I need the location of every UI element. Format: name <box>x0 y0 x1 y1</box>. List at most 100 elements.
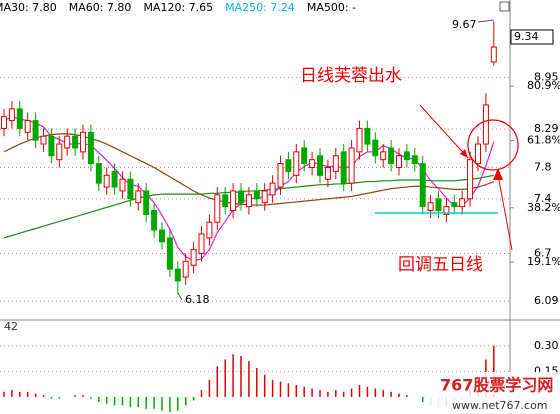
candle-body <box>459 198 466 208</box>
candle-body <box>16 108 23 129</box>
candle-body <box>467 159 474 200</box>
arrow <box>419 104 469 159</box>
candle-body <box>174 268 181 282</box>
candle-body <box>411 155 418 165</box>
candle-body <box>356 127 363 153</box>
candle-body <box>159 229 165 243</box>
candle-body <box>388 147 395 165</box>
candle-body <box>198 233 205 255</box>
price-tag-box <box>510 29 554 45</box>
annotation: 日线芙蓉出水 <box>300 66 402 86</box>
candle-body <box>380 151 387 161</box>
header-item: MA120: 7.65 <box>143 1 213 14</box>
candle-body <box>190 249 197 266</box>
candle-body <box>348 147 355 184</box>
candle-body <box>8 108 15 122</box>
candle-body <box>309 159 316 169</box>
candle-body <box>451 202 458 208</box>
candle-body <box>95 163 102 184</box>
star-marker <box>493 168 503 180</box>
candle-body <box>396 155 402 168</box>
candle-body <box>419 163 426 208</box>
watermark-box <box>424 372 560 414</box>
candle-body <box>182 260 189 278</box>
candle-body <box>1 116 7 129</box>
candle-body <box>103 174 110 188</box>
candle-body <box>301 147 308 165</box>
y-tick-label: 7.4 <box>534 192 552 205</box>
candle-body <box>269 182 276 196</box>
y2-tick-label: 61.8% <box>527 134 560 147</box>
candle-body <box>332 155 339 172</box>
candle-body <box>293 151 300 176</box>
price-tag: 9.34 <box>514 30 539 43</box>
candle-body <box>72 135 79 149</box>
candle-body <box>253 190 260 200</box>
candle-body <box>64 135 71 149</box>
highlight-circle <box>467 119 519 171</box>
candle-body <box>230 190 237 212</box>
candle-body <box>435 198 442 212</box>
high-annotation: 9.67 <box>452 18 477 31</box>
candle-body <box>111 170 118 188</box>
candle-body <box>214 194 221 223</box>
candle-body <box>238 190 244 204</box>
y2-tick-label: 19.1% <box>527 255 560 268</box>
y-tick-label: 0.30 <box>534 339 559 352</box>
candle-body <box>80 131 86 153</box>
candle-body <box>143 190 150 215</box>
candle-body <box>324 167 331 180</box>
candle-body <box>87 131 94 165</box>
candle-body <box>277 163 284 188</box>
candle-body <box>135 190 142 204</box>
candle-body <box>443 206 450 215</box>
candle-body <box>317 155 323 176</box>
candle-body <box>222 194 229 208</box>
arrow <box>477 19 495 23</box>
header-item: MA250: 7.24 <box>225 1 295 14</box>
candle-body <box>475 143 481 165</box>
panel-label: 42 <box>4 320 18 333</box>
header-item: MA30: 7.80 <box>0 1 57 14</box>
annotation: 回调五日线 <box>398 255 483 275</box>
candle-body <box>372 139 379 157</box>
candle-body <box>119 178 126 192</box>
low-annotation: 6.18 <box>185 293 210 306</box>
candle-body <box>245 194 252 208</box>
candle-body <box>482 104 489 145</box>
candle-body <box>56 143 63 161</box>
candle-body <box>206 221 213 239</box>
arrow-head <box>460 149 468 158</box>
candle-body <box>490 46 497 63</box>
candle-body <box>166 237 173 270</box>
y2-tick-label: 38.2% <box>527 201 560 214</box>
y2-tick-label: 80.9% <box>527 79 560 92</box>
y-tick-label: 7.8 <box>534 161 552 174</box>
y-tick-label: 8.95 <box>534 71 559 84</box>
header-item: MA500: - <box>307 1 356 14</box>
candle-body <box>127 178 134 200</box>
candle-body <box>261 190 268 204</box>
watermark: 767股票学习网 <box>440 376 553 395</box>
candle-body <box>364 127 371 145</box>
candle-body <box>340 151 347 184</box>
candle-body <box>32 120 39 141</box>
y-tick-label: 6.09 <box>534 294 559 307</box>
candle-body <box>285 159 292 172</box>
arrow <box>177 292 183 301</box>
candle-body <box>48 135 55 157</box>
header-item: MA60: 7.80 <box>69 1 132 14</box>
candle-body <box>24 120 31 133</box>
y-tick-label: 6.7 <box>534 247 552 260</box>
candle-body <box>40 135 47 145</box>
arrow <box>497 174 513 251</box>
candle-body <box>427 202 434 212</box>
icon[interactable] <box>499 1 510 12</box>
candle-body <box>151 210 158 231</box>
y-tick-label: 8.29 <box>534 122 559 135</box>
watermark-url: www.net767.com <box>452 399 548 412</box>
candle-body <box>403 151 410 161</box>
